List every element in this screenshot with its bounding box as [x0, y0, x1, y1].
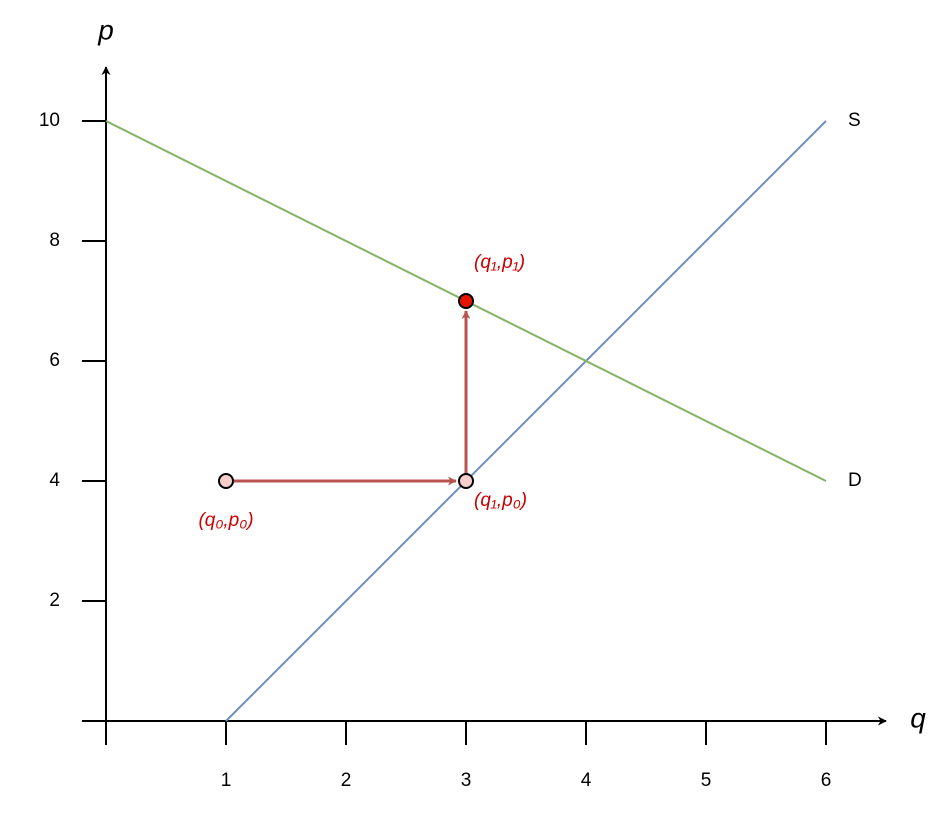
- x-axis-label: q: [910, 702, 926, 733]
- point: [218, 473, 234, 489]
- y-axis-label: p: [97, 14, 114, 45]
- x-tick-label: 1: [221, 770, 232, 791]
- y-tick-label: 2: [49, 590, 60, 611]
- x-tick-label: 2: [341, 770, 352, 791]
- y-tick-label: 8: [49, 230, 60, 251]
- x-tick-label: 6: [821, 770, 832, 791]
- point: [458, 293, 474, 309]
- x-tick-label: 4: [581, 770, 592, 791]
- y-tick-label: 10: [39, 110, 60, 131]
- y-tick-label: 4: [49, 470, 60, 491]
- y-tick-label: 6: [49, 350, 60, 371]
- series-label: D: [848, 470, 862, 491]
- series-line: [225, 120, 827, 722]
- x-tick-label: 3: [461, 770, 472, 791]
- point: [458, 473, 474, 489]
- point-label: (q₀,p₀): [198, 510, 253, 531]
- x-tick-label: 5: [701, 770, 712, 791]
- point-label: (q₁,p₀): [474, 490, 527, 511]
- point-label: (q₁,p₁): [474, 252, 525, 273]
- series-label: S: [848, 110, 861, 131]
